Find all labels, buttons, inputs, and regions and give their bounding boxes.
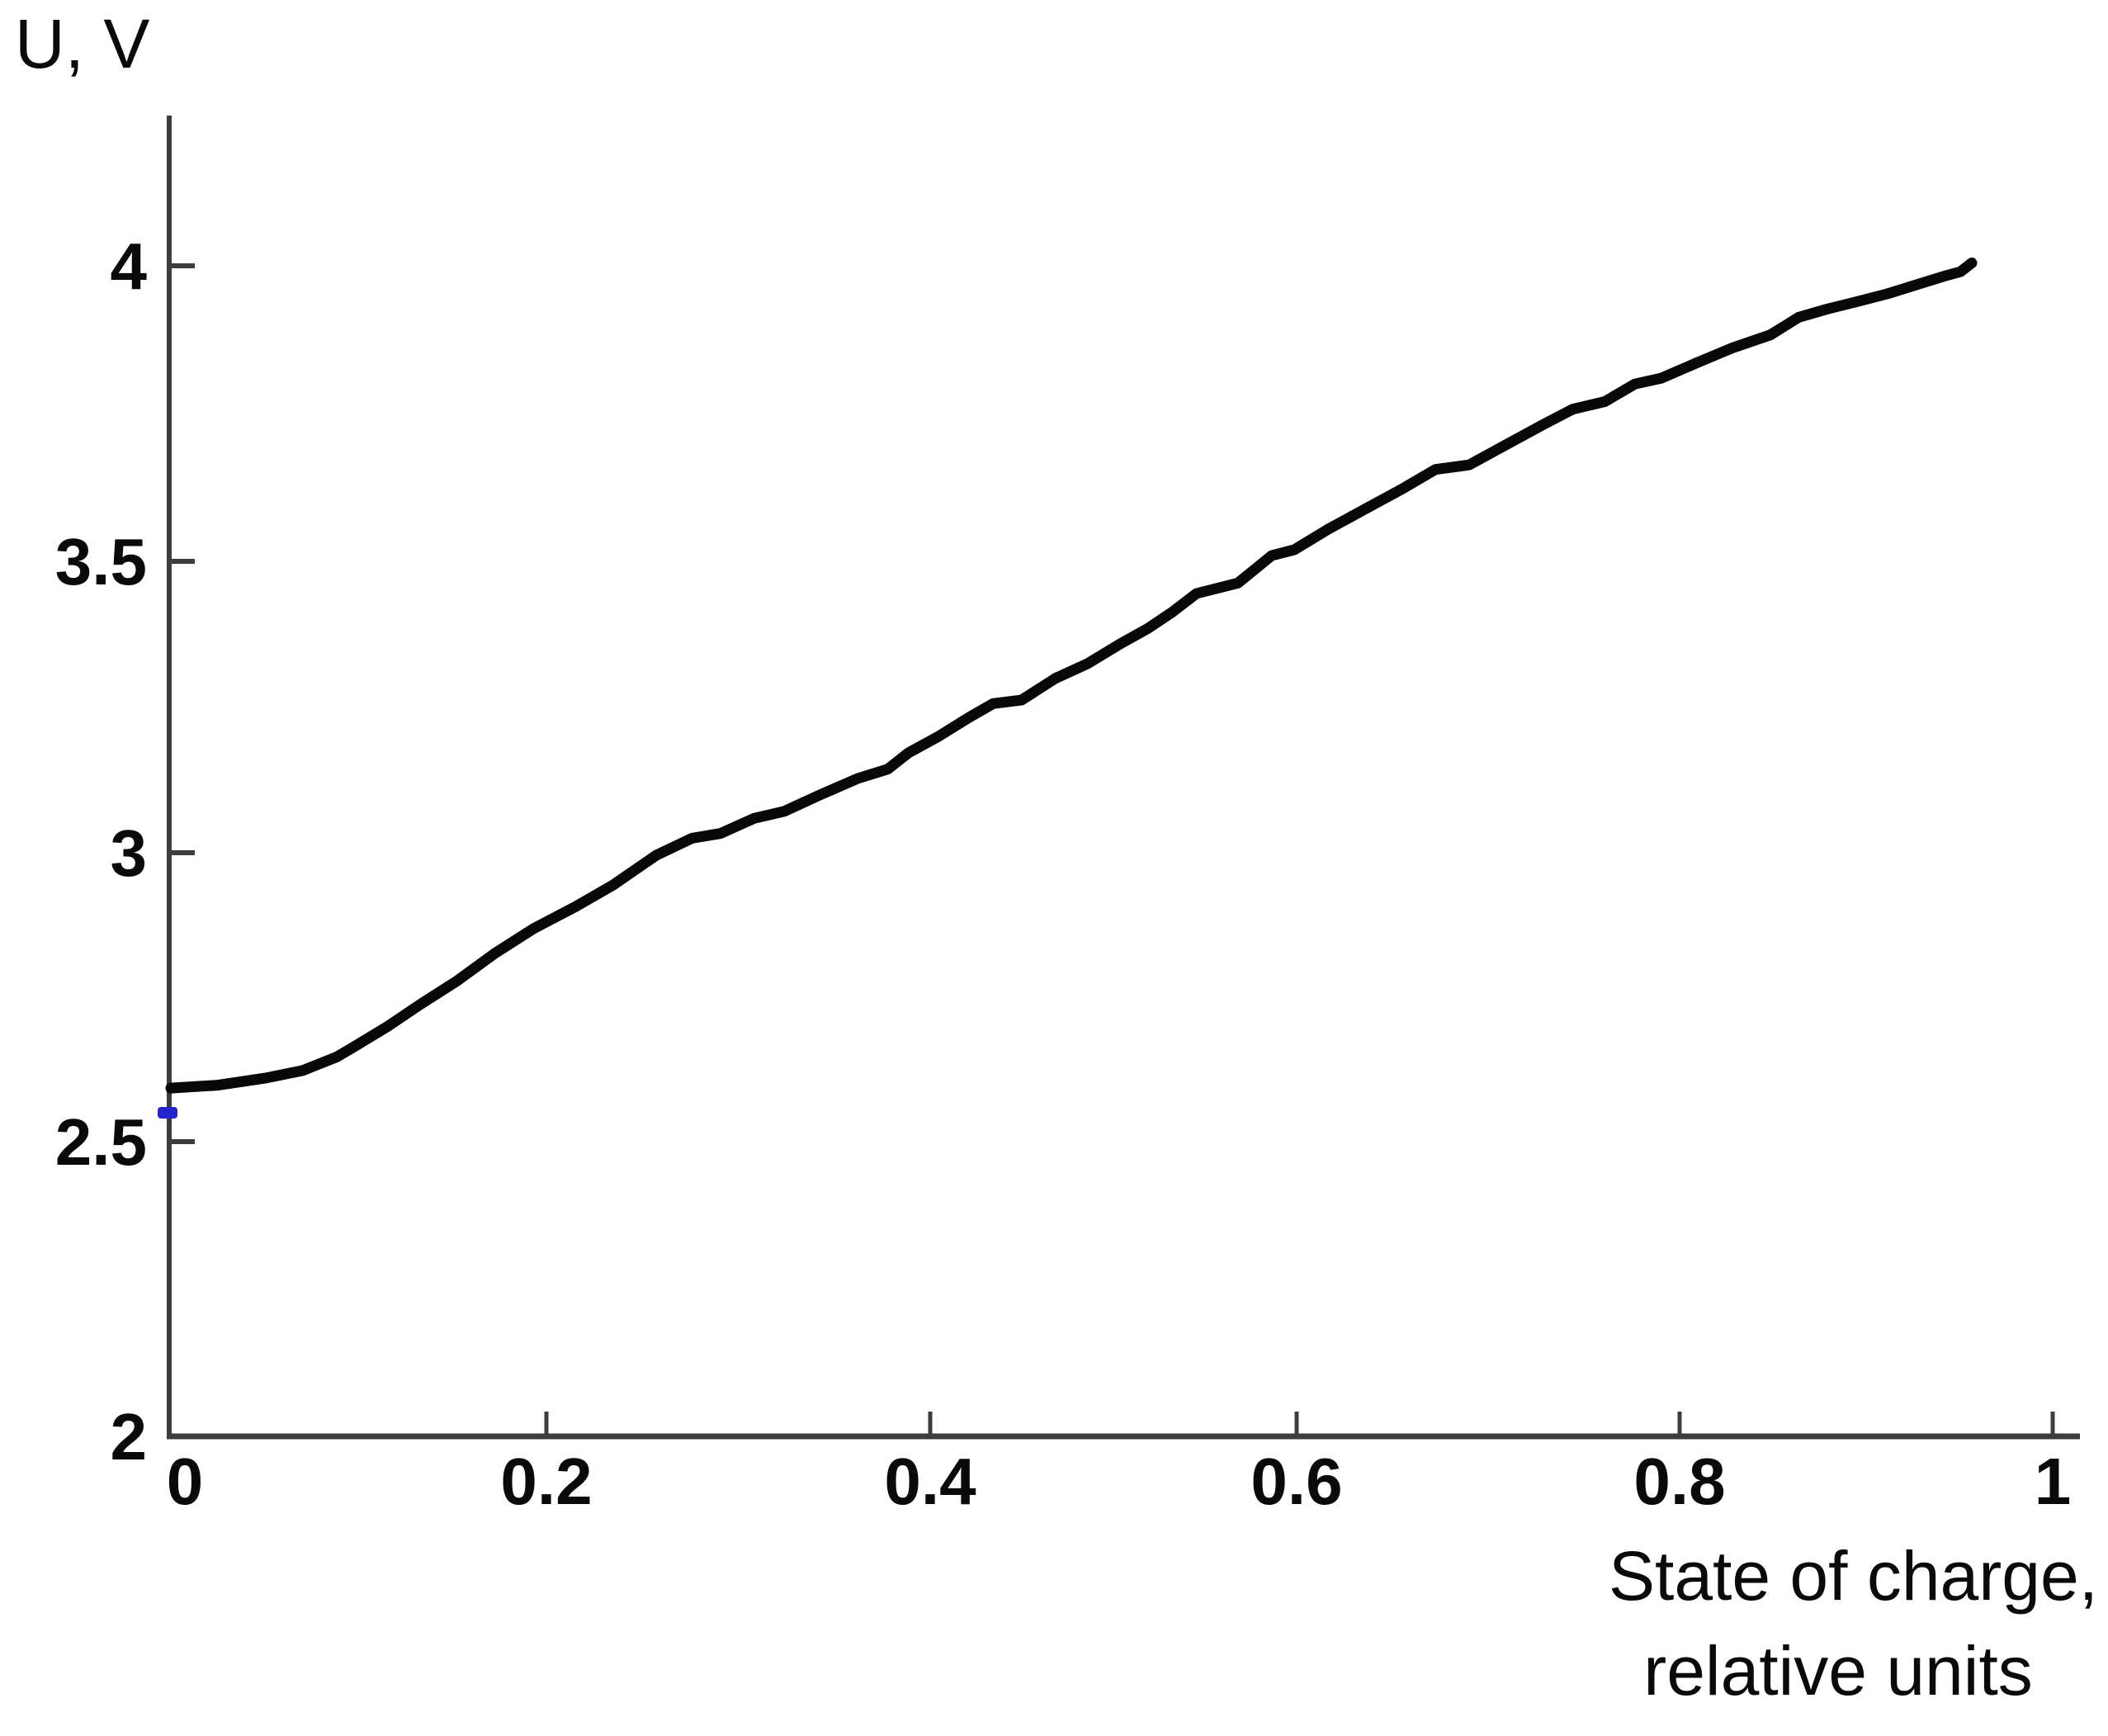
x-tick-label-0.2: 0.2 [500,1445,592,1518]
y-tick-label-4: 4 [111,229,148,303]
x-tick-label-0: 0 [167,1445,204,1518]
y-tick-label-2.5: 2.5 [55,1105,147,1179]
y-tick-label-3: 3 [111,816,148,890]
y-axis-title: U, V [15,5,149,83]
voltage-curve [165,258,1978,1094]
x-axis-title-line2: relative units [1643,1632,2033,1710]
y-tick-label-2: 2 [111,1400,148,1473]
x-axis-title-line1: State of charge, [1609,1537,2098,1615]
x-tick-label-0.4: 0.4 [884,1445,976,1518]
x-tick-label-0.8: 0.8 [1633,1445,1725,1518]
y-tick-label-3.5: 3.5 [55,525,147,598]
curve-start-marker [158,1107,177,1119]
x-tick-label-1: 1 [2035,1445,2072,1518]
x-tick-label-0.6: 0.6 [1250,1445,1342,1518]
